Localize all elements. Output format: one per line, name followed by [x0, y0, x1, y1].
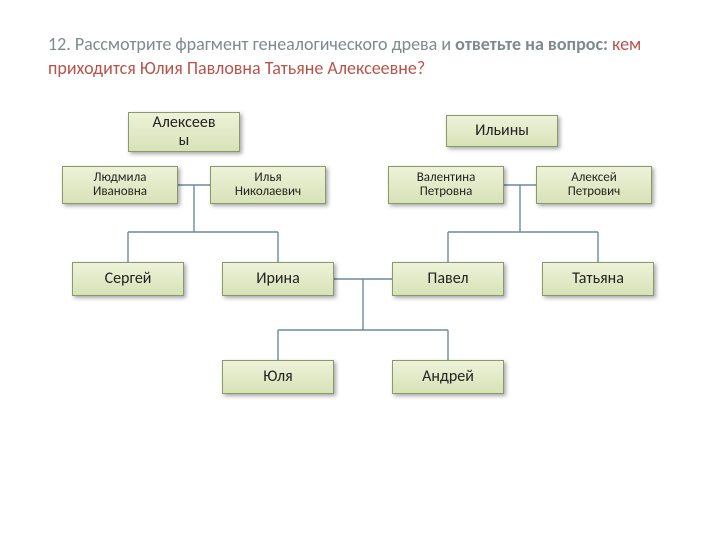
tree-node-aleksei: АлексейПетрович — [536, 166, 652, 204]
tree-node-lyudmila: ЛюдмилаИвановна — [62, 166, 178, 204]
tree-node-valentina: ВалентинаПетровна — [388, 166, 504, 204]
slide: { "title": { "x": 48, "y": 32, "width": … — [0, 0, 720, 540]
tree-node-fam1: Алексеевы — [128, 112, 240, 152]
title-part1: 12. Рассмотрите фрагмент генеалогическог… — [48, 33, 455, 55]
tree-node-sergei: Сергей — [72, 262, 184, 296]
tree-node-andrei: Андрей — [392, 360, 504, 394]
question-title: 12. Рассмотрите фрагмент генеалогическог… — [48, 32, 668, 81]
tree-node-pavel: Павел — [392, 262, 504, 296]
tree-node-ilya: ИльяНиколаевич — [210, 166, 326, 204]
tree-node-irina: Ирина — [222, 262, 334, 296]
tree-node-tatyana: Татьяна — [542, 262, 654, 296]
tree-node-yulya: Юля — [222, 360, 334, 394]
title-part2: ответьте на вопрос: — [455, 33, 612, 55]
tree-node-fam2: Ильины — [446, 115, 558, 147]
